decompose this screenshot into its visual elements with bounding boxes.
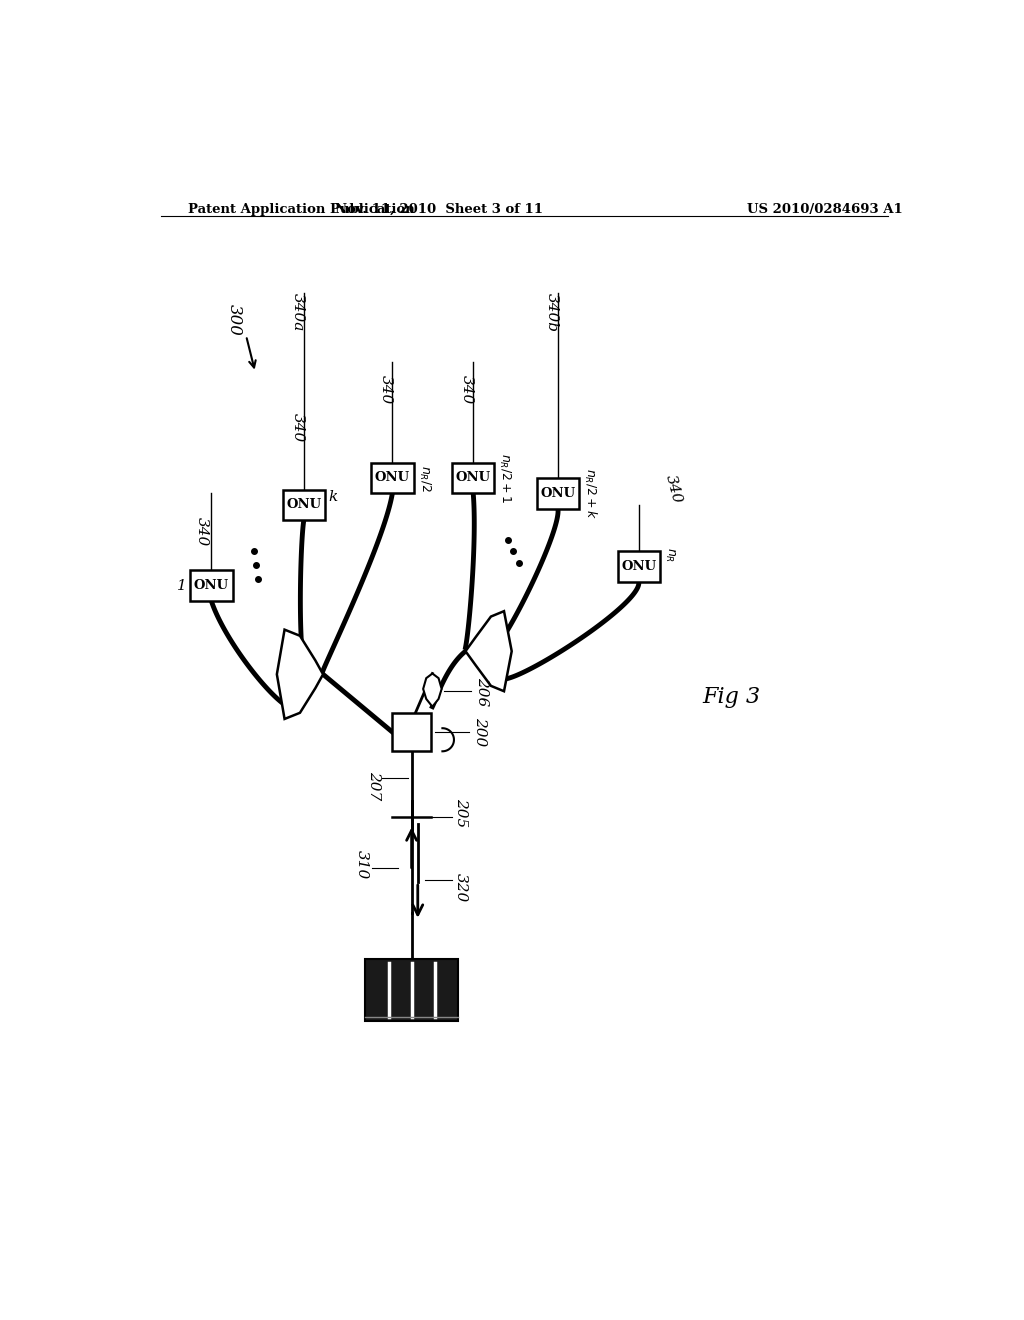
Text: Patent Application Publication: Patent Application Publication — [188, 203, 415, 216]
Text: 340: 340 — [460, 375, 474, 404]
Bar — [366, 960, 458, 1020]
Polygon shape — [276, 630, 323, 719]
Text: 340b: 340b — [545, 293, 559, 331]
Text: 340: 340 — [379, 375, 393, 404]
Text: 310: 310 — [355, 850, 370, 879]
Polygon shape — [466, 611, 512, 692]
Text: 207: 207 — [367, 771, 381, 800]
Text: 340: 340 — [663, 474, 684, 506]
Text: Fig 3: Fig 3 — [702, 686, 760, 709]
Text: k: k — [329, 490, 338, 504]
Text: ONU: ONU — [541, 487, 575, 500]
Text: $n_R$: $n_R$ — [663, 548, 676, 562]
Text: 320: 320 — [454, 873, 468, 902]
Text: 205: 205 — [454, 799, 468, 828]
Text: $n_R/2$: $n_R/2$ — [417, 465, 432, 491]
Bar — [371, 462, 414, 494]
Bar — [617, 552, 659, 582]
Bar — [283, 490, 325, 520]
Text: 206: 206 — [475, 677, 488, 706]
Text: 200: 200 — [473, 718, 487, 747]
Text: 1: 1 — [177, 578, 187, 593]
Text: ONU: ONU — [194, 579, 229, 593]
Text: 300: 300 — [226, 304, 243, 337]
Text: ONU: ONU — [375, 471, 410, 484]
Text: $n_R/2+k$: $n_R/2+k$ — [583, 467, 598, 519]
Text: Nov. 11, 2010  Sheet 3 of 11: Nov. 11, 2010 Sheet 3 of 11 — [335, 203, 543, 216]
Text: 340: 340 — [196, 517, 209, 546]
Text: US 2010/0284693 A1: US 2010/0284693 A1 — [746, 203, 902, 216]
Text: ONU: ONU — [622, 560, 656, 573]
Text: ONU: ONU — [287, 499, 322, 511]
Text: $n_R/2+1$: $n_R/2+1$ — [498, 453, 513, 503]
Text: 340a: 340a — [291, 293, 305, 331]
Bar — [537, 478, 580, 508]
Bar — [452, 462, 495, 494]
Bar — [190, 570, 232, 601]
Text: 340: 340 — [291, 413, 305, 442]
Bar — [392, 713, 431, 751]
Text: ONU: ONU — [456, 471, 490, 484]
Polygon shape — [423, 673, 441, 706]
